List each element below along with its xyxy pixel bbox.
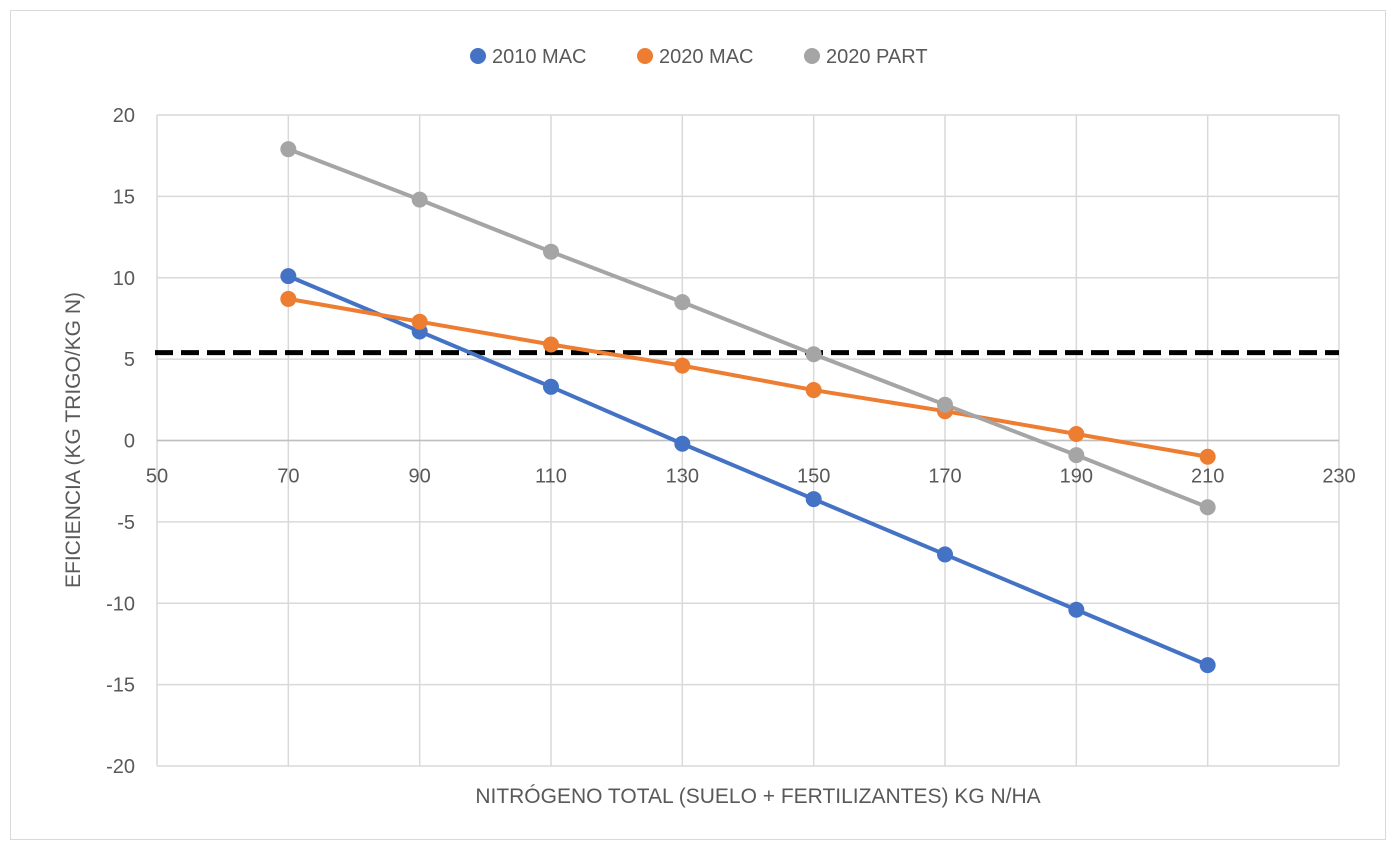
data-point [411,313,428,330]
y-tick-label: -5 [117,512,135,534]
legend-marker [470,48,486,64]
data-point [674,435,691,452]
data-point [543,243,559,260]
data-point [1068,447,1085,464]
data-point [1199,499,1216,516]
x-tick-label: 90 [409,466,431,488]
x-axis-ticks: 50 70 90 110 130 150 170 190 210 230 [146,466,1356,488]
y-tick-label: 0 [124,431,135,453]
chart-legend: 2010 MAC 2020 MAC 2020 PART [470,46,928,68]
data-point [280,290,297,307]
data-point [543,378,559,395]
data-point [937,546,953,563]
series-line-1 [287,296,1209,459]
y-axis-ticks: 20 15 10 5 0 -5 -10 -15 -20 [106,105,135,778]
x-tick-label: 170 [928,466,961,488]
legend-label: 2010 MAC [492,46,587,68]
data-point [280,141,297,158]
data-point [805,491,822,508]
x-tick-label: 110 [535,466,567,488]
y-tick-label: -10 [106,593,135,615]
data-point [1199,448,1216,465]
data-point [1199,657,1216,674]
series-line-0 [287,274,1209,667]
data-point [674,357,691,374]
series-group [280,141,1216,674]
chart-frame [10,10,1386,840]
data-point [805,382,822,399]
data-point [411,191,428,208]
data-point [280,268,297,285]
x-tick-label: 130 [666,466,699,488]
y-tick-label: -20 [106,756,135,778]
data-point [674,294,691,311]
y-tick-label: 5 [124,349,135,371]
data-point [1068,425,1085,442]
data-point [937,396,953,413]
legend-label: 2020 MAC [659,46,754,68]
gridlines [156,114,1340,767]
x-axis-title: NITRÓGENO TOTAL (SUELO + FERTILIZANTES) … [475,785,1040,808]
x-tick-label: 190 [1060,466,1093,488]
x-tick-label: 70 [277,466,299,488]
legend-label: 2020 PART [826,46,928,68]
x-tick-label: 150 [797,466,830,488]
y-axis-title: EFICIENCIA (KG TRIGO/KG N) [62,292,85,588]
y-tick-label: 10 [113,268,135,290]
data-point [543,336,559,353]
data-point [1068,601,1085,618]
x-tick-label: 230 [1322,466,1355,488]
legend-marker [804,48,820,64]
y-tick-label: -15 [106,675,135,697]
data-point [805,346,822,363]
y-tick-label: 15 [113,186,135,208]
series-line-2 [287,147,1209,510]
legend-marker [637,48,653,64]
x-tick-label: 210 [1191,466,1224,488]
x-tick-label: 50 [146,466,168,488]
y-tick-label: 20 [113,105,135,127]
